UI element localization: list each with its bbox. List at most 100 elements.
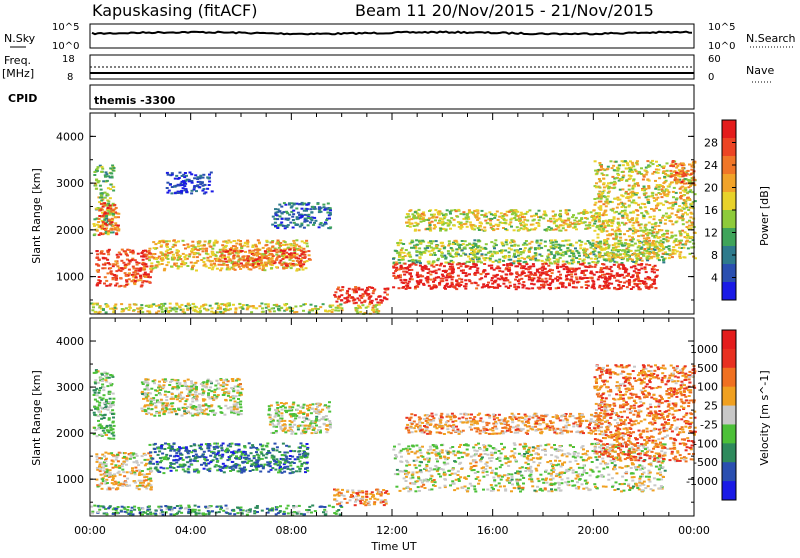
range-gate-cell xyxy=(574,247,577,249)
range-gate-cell xyxy=(632,227,635,229)
range-gate-cell xyxy=(95,188,98,190)
range-gate-cell xyxy=(306,245,309,247)
range-gate-cell xyxy=(136,264,139,266)
range-gate-cell xyxy=(249,269,252,271)
range-gate-cell xyxy=(379,302,382,304)
range-gate-cell xyxy=(539,243,542,245)
range-gate-cell xyxy=(566,278,569,280)
range-gate-cell xyxy=(100,189,103,191)
range-gate-cell xyxy=(657,225,660,227)
range-gate-cell xyxy=(483,263,486,265)
range-gate-cell xyxy=(192,303,195,305)
range-gate-cell xyxy=(125,275,128,277)
range-gate-cell xyxy=(406,271,409,273)
range-gate-cell xyxy=(455,255,458,257)
range-gate-cell xyxy=(144,250,147,252)
range-gate-cell xyxy=(157,310,160,312)
range-gate-cell xyxy=(553,221,556,223)
y-tick-label: 4000 xyxy=(56,130,84,143)
range-gate-cell xyxy=(148,256,151,258)
range-gate-cell xyxy=(233,240,236,242)
range-gate-cell xyxy=(650,286,653,288)
range-gate-cell xyxy=(615,177,618,179)
range-gate-cell xyxy=(669,165,672,167)
range-gate-cell xyxy=(143,267,146,269)
range-gate-cell xyxy=(381,300,384,302)
range-gate-cell xyxy=(630,266,633,268)
range-gate-cell xyxy=(687,209,690,211)
range-gate-cell xyxy=(104,408,107,410)
range-gate-cell xyxy=(107,201,110,203)
range-gate-cell xyxy=(205,253,208,255)
range-gate-cell xyxy=(113,425,116,427)
range-gate-cell xyxy=(392,275,395,277)
range-gate-cell xyxy=(281,258,284,260)
range-gate-cell xyxy=(536,269,539,271)
range-gate-cell xyxy=(604,225,607,227)
range-gate-cell xyxy=(105,399,108,401)
range-gate-cell xyxy=(440,251,443,253)
range-gate-cell xyxy=(679,251,682,253)
range-gate-cell xyxy=(430,265,433,267)
range-gate-cell xyxy=(662,235,665,237)
range-gate-cell xyxy=(579,247,582,249)
range-gate-cell xyxy=(622,164,625,166)
range-gate-cell xyxy=(477,284,480,286)
range-gate-cell xyxy=(121,465,124,467)
range-gate-cell xyxy=(613,277,616,279)
range-gate-cell xyxy=(599,243,602,245)
range-gate-cell xyxy=(603,287,606,289)
range-gate-cell xyxy=(117,213,120,215)
range-gate-cell xyxy=(504,222,507,224)
range-gate-cell xyxy=(144,272,147,274)
range-gate-cell xyxy=(295,244,298,246)
range-gate-cell xyxy=(112,417,115,419)
range-gate-cell xyxy=(392,258,395,260)
range-gate-cell xyxy=(219,311,222,313)
range-gate-cell xyxy=(558,247,561,249)
range-gate-cell xyxy=(647,201,650,203)
range-gate-cell xyxy=(476,209,479,211)
range-gate-cell xyxy=(215,303,218,305)
range-gate-cell xyxy=(637,253,640,255)
range-gate-cell xyxy=(208,267,211,269)
range-gate-cell xyxy=(103,432,106,434)
range-gate-cell xyxy=(155,258,158,260)
range-gate-cell xyxy=(303,227,306,229)
range-gate-cell xyxy=(598,212,601,214)
range-gate-cell xyxy=(563,268,566,270)
range-gate-cell xyxy=(641,203,644,205)
range-gate-cell xyxy=(117,216,120,218)
range-gate-cell xyxy=(618,164,621,166)
range-gate-cell xyxy=(177,240,180,242)
range-gate-cell xyxy=(637,185,640,187)
range-gate-cell xyxy=(688,164,691,166)
range-gate-cell xyxy=(356,310,359,312)
range-gate-cell xyxy=(623,253,626,255)
range-gate-cell xyxy=(621,160,624,162)
range-gate-cell xyxy=(655,194,658,196)
range-gate-cell xyxy=(323,223,326,225)
range-gate-cell xyxy=(230,247,233,249)
range-gate-cell xyxy=(308,254,311,256)
range-gate-cell xyxy=(410,218,413,220)
range-gate-cell xyxy=(520,251,523,253)
range-gate-cell xyxy=(644,242,647,244)
range-gate-cell xyxy=(265,240,268,242)
range-gate-cell xyxy=(94,399,97,401)
range-gate-cell xyxy=(464,223,467,225)
range-gate-cell xyxy=(133,304,136,306)
range-gate-cell xyxy=(111,375,114,377)
range-gate-cell xyxy=(210,172,213,174)
range-gate-cell xyxy=(628,200,631,202)
range-gate-cell xyxy=(96,304,99,306)
range-gate-cell xyxy=(240,247,243,249)
range-gate-cell xyxy=(672,191,675,193)
range-gate-cell xyxy=(611,210,614,212)
range-gate-cell xyxy=(598,191,601,193)
range-gate-cell xyxy=(478,258,481,260)
range-gate-cell xyxy=(613,169,616,171)
range-gate-cell xyxy=(606,230,609,232)
range-gate-cell xyxy=(348,294,351,296)
